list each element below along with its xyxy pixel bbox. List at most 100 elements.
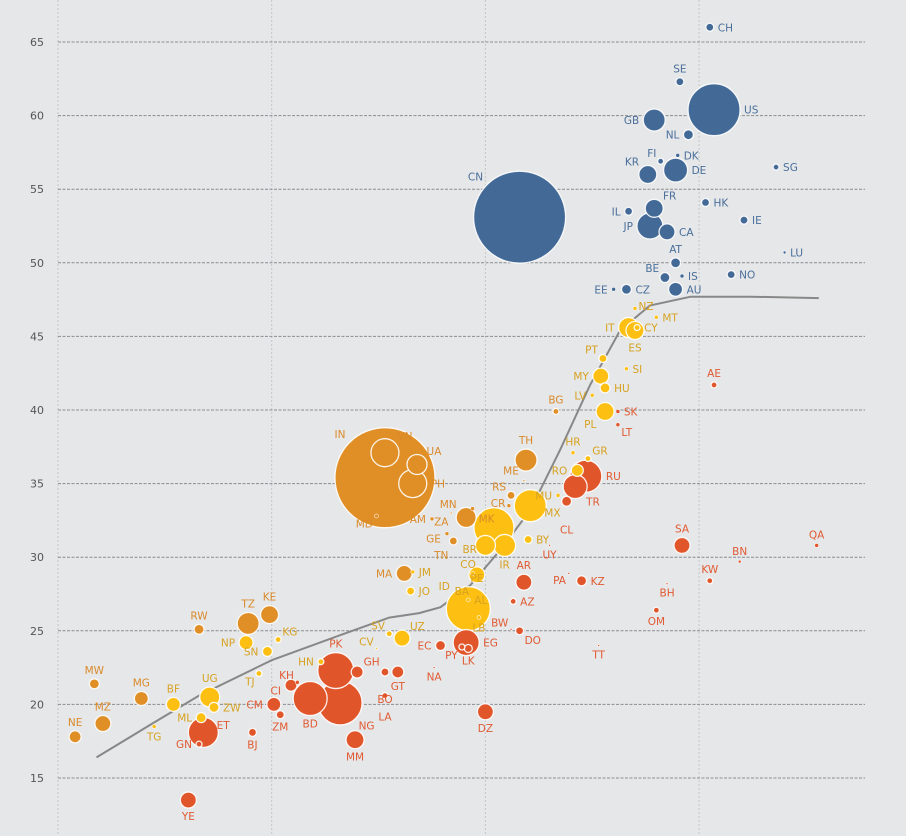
bubble-bg	[552, 407, 560, 416]
bubble-ge	[444, 531, 450, 536]
bubble-label-sn: SN	[244, 646, 259, 658]
bubble-mx	[513, 489, 547, 523]
y-axis: 15 20 25 30 35 40 45 50 55 60 65	[30, 36, 44, 785]
bubble-label-bn: BN	[732, 546, 747, 558]
bubble-bf	[165, 696, 182, 713]
bubble-label-cz: CZ	[635, 284, 650, 296]
bubble-label-np: NP	[221, 638, 235, 650]
bubble-label-kr: KR	[625, 157, 639, 169]
bubble-label-mu: MU	[535, 490, 552, 502]
y-tick-label: 60	[30, 110, 44, 123]
bubble-np	[238, 634, 254, 651]
bubble-ee	[611, 286, 616, 292]
bubble-label-mg: MG	[133, 678, 150, 690]
bubble-label-de: DE	[692, 165, 707, 177]
bubble-label-il: IL	[612, 206, 621, 218]
bubble-tn	[448, 536, 458, 546]
bubble-label-uy: UY	[542, 549, 557, 561]
bubble-label-mz: MZ	[95, 702, 111, 714]
bubble-pa	[567, 572, 571, 575]
bubble-label-tr: TR	[585, 497, 600, 509]
bubble-label-si: SI	[632, 364, 642, 376]
bubble-la	[381, 691, 389, 700]
bubble-ca	[658, 223, 676, 241]
bubble-uy	[548, 544, 551, 547]
bubble-hk	[700, 197, 711, 208]
bubble-label-ie: IE	[752, 215, 762, 227]
bubble-label-es: ES	[628, 343, 642, 355]
bubble-py	[458, 643, 466, 651]
bubble-label-dk: DK	[684, 150, 700, 162]
bubble-label-br: BR	[462, 544, 477, 556]
bubble-label-al: AL	[474, 595, 487, 607]
bubble-label-be: BE	[645, 263, 659, 275]
bubble-label-ye: YE	[181, 811, 195, 823]
bubble-label-ae: AE	[707, 368, 721, 380]
bubble-label-zw: ZW	[223, 702, 241, 714]
bubble-ir	[492, 533, 517, 558]
y-tick-label: 45	[30, 330, 44, 343]
bubble-label-ph: PH	[431, 479, 445, 491]
y-tick-label: 20	[30, 698, 44, 711]
y-tick-label: 35	[30, 478, 44, 491]
bubble-lk	[463, 643, 473, 654]
trend-line	[95, 295, 819, 759]
bubble-label-mx: MX	[544, 508, 560, 520]
bubble-label-kw: KW	[701, 564, 719, 576]
bubble-label-lk: LK	[462, 655, 476, 667]
bubble-tg	[151, 724, 157, 729]
bubble-label-gt: GT	[391, 681, 406, 693]
bubble-label-cy: CY	[644, 323, 658, 335]
bubble-ch	[705, 22, 715, 32]
bubble-label-ci: CI	[270, 685, 280, 697]
bubble-mn	[455, 506, 477, 529]
bubble-ye	[179, 791, 198, 809]
bubble-bo	[380, 667, 390, 677]
bubble-th	[514, 448, 538, 472]
bubble-label-is: IS	[688, 271, 698, 283]
bubble-label-no: NO	[739, 270, 755, 282]
bubble-label-tg: TG	[146, 731, 162, 743]
bubble-sk	[615, 409, 621, 414]
bubble-ba	[470, 571, 475, 576]
bubble-label-ee: EE	[594, 284, 607, 296]
bubble-cm	[266, 696, 282, 713]
bubble-label-cn: CN	[468, 172, 483, 184]
bubble-il	[623, 206, 634, 216]
bubble-label-lv: LV	[574, 390, 587, 402]
bubble-label-hn: HN	[298, 657, 314, 669]
bubble-ua	[406, 453, 428, 476]
bubble-label-at: AT	[669, 244, 682, 256]
bubble-label-bo: BO	[377, 694, 392, 706]
bubble-vn	[370, 438, 400, 468]
bubble-label-ug: UG	[202, 673, 218, 685]
bubble-kz	[575, 575, 588, 587]
bubble-label-om: OM	[648, 616, 665, 628]
bubble-label-gh: GH	[364, 657, 380, 669]
bubble-label-gr: GR	[592, 445, 607, 457]
bubble-kr	[638, 164, 658, 185]
bubble-label-rw: RW	[190, 610, 208, 622]
bubble-lt	[615, 422, 621, 428]
bubble-gh	[350, 665, 364, 679]
bubble-label-dz: DZ	[478, 723, 493, 735]
bubble-label-kg: KG	[282, 626, 297, 638]
bubble-label-vn: VN	[397, 431, 412, 443]
bubble-tt	[597, 644, 600, 647]
bubble-bd	[292, 680, 328, 717]
bubble-label-tz: TZ	[240, 598, 255, 610]
bubble-pl	[595, 401, 615, 422]
bubble-nl	[682, 129, 695, 141]
bubble-nz	[632, 306, 638, 311]
bubble-pt	[598, 353, 608, 364]
bubble-fr	[644, 198, 664, 218]
bubble-bh	[665, 582, 669, 585]
bubble-jo	[405, 586, 416, 596]
bubble-label-jm: JM	[418, 567, 431, 579]
bubble-ci	[284, 678, 298, 692]
bubble-label-nz: NZ	[638, 301, 653, 313]
y-tick-label: 50	[30, 257, 44, 270]
bubble-cl	[560, 495, 573, 507]
bubble-ar	[515, 573, 533, 591]
